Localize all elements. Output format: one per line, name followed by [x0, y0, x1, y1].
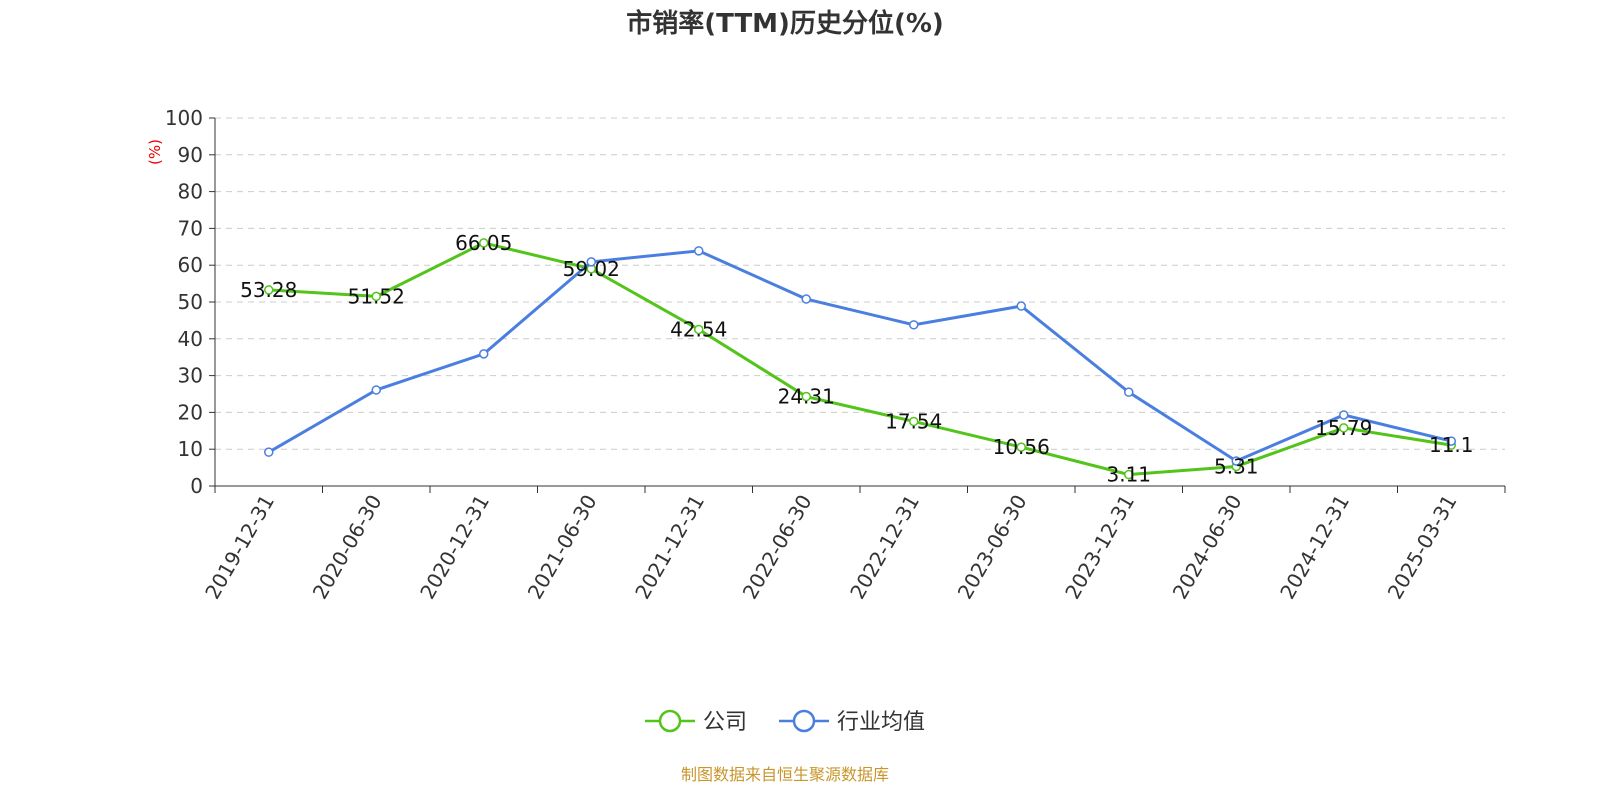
x-tick-label: 2022-06-30: [738, 491, 817, 604]
data-point: [694, 246, 704, 256]
x-tick-label: 2022-12-31: [845, 491, 924, 604]
data-point: [909, 416, 919, 427]
y-tick-label: 30: [178, 364, 203, 388]
y-tick-label: 50: [178, 290, 203, 314]
data-label: 66.05: [455, 231, 512, 255]
y-tick-label: 10: [178, 437, 203, 461]
data-point: [1339, 423, 1349, 433]
series-line: [268, 241, 1452, 477]
data-label: 10.56: [993, 435, 1050, 459]
y-tick-label: 90: [178, 143, 203, 167]
data-label: 5.31: [1214, 454, 1259, 478]
data-label: 15.79: [1315, 416, 1372, 440]
y-tick-label: 20: [178, 400, 203, 424]
data-label: 11.1: [1429, 433, 1474, 457]
data-label: 53.28: [240, 278, 297, 302]
legend-label: 公司: [703, 710, 747, 735]
data-point: [801, 294, 811, 304]
x-tick-label: 2021-06-30: [523, 491, 602, 604]
legend-marker: [792, 709, 816, 733]
data-point: [1446, 436, 1456, 446]
data-point: [909, 320, 919, 330]
x-tick-label: 2020-06-30: [308, 491, 387, 604]
data-point: [1124, 387, 1134, 397]
data-label: 24.31: [778, 385, 835, 409]
data-point: [479, 349, 489, 359]
data-label: 59.02: [563, 257, 620, 281]
data-point: [1016, 301, 1026, 311]
data-point: [371, 291, 381, 302]
x-tick-label: 2023-06-30: [953, 491, 1032, 604]
chart-title: 市销率(TTM)历史分位(%): [626, 8, 944, 39]
x-tick-label: 2023-12-31: [1060, 491, 1139, 604]
legend-marker: [658, 709, 682, 733]
x-tick-label: 2020-12-31: [415, 491, 494, 604]
x-tick-label: 2021-12-31: [630, 491, 709, 604]
data-point: [586, 257, 596, 267]
legend-label: 行业均值: [837, 710, 925, 735]
data-point: [1339, 410, 1349, 420]
data-label: 42.54: [670, 317, 727, 341]
data-point: [479, 238, 489, 248]
series-line: [267, 249, 1452, 463]
data-point: [1016, 442, 1026, 452]
legend: 公司 行业均值: [645, 709, 925, 735]
data-point: [1124, 469, 1134, 480]
data-point: [264, 447, 274, 457]
y-tick-label: 60: [178, 253, 203, 277]
data-point: [264, 285, 274, 295]
y-tick-label: 40: [178, 327, 203, 351]
data-point: [1231, 456, 1241, 466]
y-tick-label: 100: [165, 106, 203, 130]
x-tick-label: 2025-03-31: [1383, 491, 1462, 604]
data-label: 3.11: [1106, 463, 1151, 487]
data-point: [694, 324, 704, 335]
data-point: [371, 385, 381, 395]
x-tick-label: 2024-12-31: [1275, 491, 1354, 604]
data-label: 51.52: [348, 284, 405, 308]
x-tick-label: 2024-06-30: [1168, 491, 1247, 604]
data-label: 17.54: [885, 409, 942, 433]
y-axis-label: (%): [146, 139, 164, 165]
y-tick-label: 70: [178, 216, 203, 240]
source-note: 制图数据来自恒生聚源数据库: [681, 765, 889, 784]
y-tick-label: 80: [178, 180, 203, 204]
x-tick-label: 2019-12-31: [200, 491, 279, 604]
data-point: [801, 391, 811, 402]
y-tick-label: 0: [190, 474, 203, 498]
